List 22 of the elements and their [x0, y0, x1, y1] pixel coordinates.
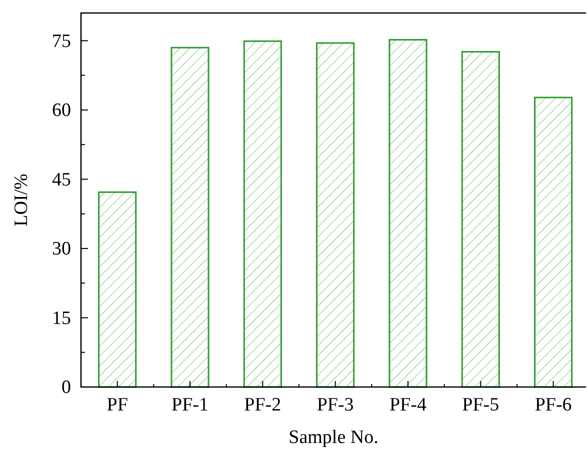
x-tick-label: PF-6 — [534, 394, 572, 416]
y-tick-label: 45 — [52, 169, 71, 190]
bar — [388, 39, 428, 388]
bar — [534, 96, 573, 388]
y-tick-label: 30 — [52, 238, 71, 260]
x-axis-title: Sample No. — [288, 427, 378, 448]
bar — [98, 191, 137, 388]
x-tick-label: PF — [106, 394, 128, 416]
x-tick-label: PF-3 — [316, 394, 354, 416]
bar — [243, 40, 282, 388]
x-tick-label: PF-5 — [462, 394, 500, 416]
x-tick-label: PF-4 — [389, 394, 427, 416]
y-tick-label: 75 — [52, 30, 71, 52]
x-tick-label: PF-1 — [172, 394, 208, 416]
bar — [170, 46, 210, 388]
y-tick-label: 60 — [52, 100, 71, 122]
y-axis-title: LOI/% — [11, 173, 32, 226]
y-tick-label: 15 — [52, 308, 71, 329]
x-tick-label: PF-2 — [244, 394, 282, 416]
bar — [316, 42, 355, 388]
y-tick-label: 0 — [62, 377, 71, 398]
bar — [461, 51, 500, 388]
